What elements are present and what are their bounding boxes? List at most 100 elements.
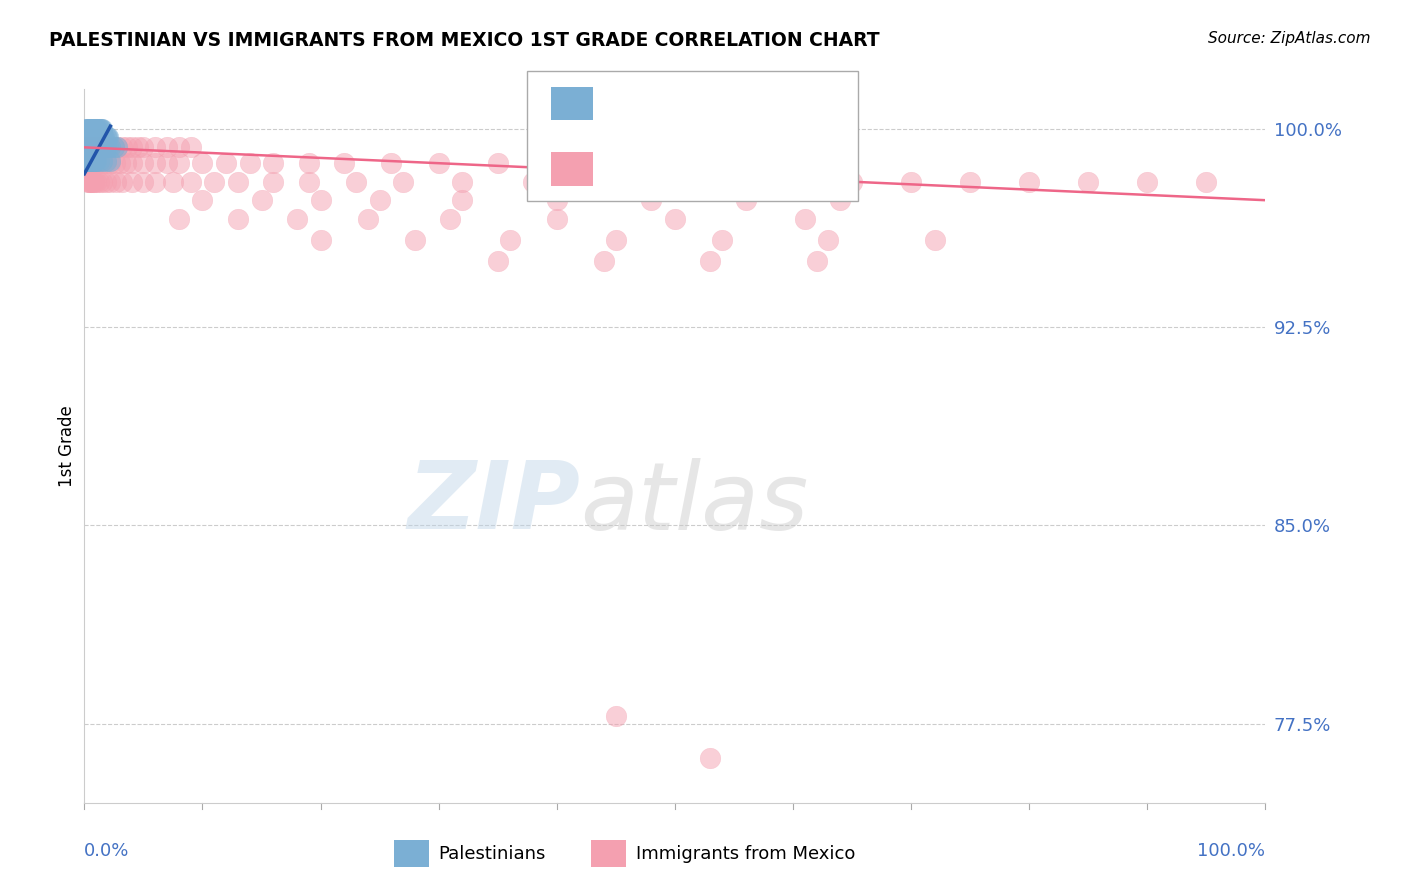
Point <box>97 140 120 154</box>
Point <box>77 121 100 136</box>
Point <box>87 156 110 170</box>
Point <box>127 140 149 154</box>
Point <box>98 156 121 170</box>
Point <box>91 175 114 189</box>
Point <box>103 140 125 154</box>
Point <box>368 193 391 207</box>
Point <box>84 140 107 154</box>
Point <box>79 175 101 189</box>
Point <box>77 175 100 189</box>
Point <box>156 140 179 154</box>
Point <box>114 156 136 170</box>
Text: 100.0%: 100.0% <box>1198 842 1265 860</box>
Text: -0.098: -0.098 <box>636 160 700 178</box>
Point <box>83 175 105 189</box>
Point <box>87 129 110 144</box>
Point <box>79 156 101 170</box>
Point <box>94 140 117 154</box>
Point <box>1077 175 1099 189</box>
Text: atlas: atlas <box>581 458 808 549</box>
Point <box>91 121 114 136</box>
Point <box>90 140 112 154</box>
Point <box>96 129 118 144</box>
Point <box>357 211 380 226</box>
Point <box>793 211 815 226</box>
Point <box>298 175 321 189</box>
Point <box>427 156 450 170</box>
Point <box>333 156 356 170</box>
Point <box>77 153 100 168</box>
Point <box>404 233 426 247</box>
Point <box>486 156 509 170</box>
Text: 67: 67 <box>737 95 762 112</box>
Point <box>84 140 107 154</box>
Point <box>959 175 981 189</box>
Point <box>79 121 101 136</box>
Point <box>167 156 190 170</box>
Point <box>90 140 112 154</box>
Point <box>77 156 100 170</box>
Point <box>664 211 686 226</box>
Text: ZIP: ZIP <box>408 457 581 549</box>
Point <box>84 129 107 144</box>
Point <box>107 140 129 154</box>
Point <box>162 175 184 189</box>
Point <box>98 140 121 154</box>
Point <box>79 140 101 154</box>
Text: 0.446: 0.446 <box>636 95 692 112</box>
Text: N=: N= <box>709 160 742 178</box>
Point <box>84 140 107 154</box>
Point <box>380 156 402 170</box>
Point <box>77 140 100 154</box>
Point <box>262 156 284 170</box>
Point <box>84 121 107 136</box>
Point <box>108 156 131 170</box>
Point <box>156 156 179 170</box>
Point <box>93 129 115 144</box>
Point <box>83 140 105 154</box>
Text: Immigrants from Mexico: Immigrants from Mexico <box>636 845 855 863</box>
Point <box>226 211 249 226</box>
Point <box>83 153 105 168</box>
Point <box>593 254 616 268</box>
Point <box>76 140 98 154</box>
Point <box>89 121 111 136</box>
Point <box>167 140 190 154</box>
Point <box>104 156 127 170</box>
Point <box>640 193 662 207</box>
Point <box>75 121 97 136</box>
Point <box>309 193 332 207</box>
Point <box>76 153 98 168</box>
Point <box>202 175 225 189</box>
Point <box>98 140 121 154</box>
Point <box>82 156 104 170</box>
Point <box>105 175 128 189</box>
Point <box>262 175 284 189</box>
Point <box>84 156 107 170</box>
Point <box>817 233 839 247</box>
Point <box>699 751 721 765</box>
Point <box>76 156 98 170</box>
Point <box>80 140 103 154</box>
Point <box>77 121 100 136</box>
Point <box>758 175 780 189</box>
Point <box>83 129 105 144</box>
Point <box>111 175 134 189</box>
Point <box>121 156 143 170</box>
Point <box>143 140 166 154</box>
Point <box>522 175 544 189</box>
Point <box>77 140 100 154</box>
Point <box>91 140 114 154</box>
Point <box>76 129 98 144</box>
Point <box>451 175 474 189</box>
Point <box>215 156 238 170</box>
Point <box>111 140 134 154</box>
Point <box>87 175 110 189</box>
Point <box>841 175 863 189</box>
Point <box>77 129 100 144</box>
Point <box>605 233 627 247</box>
Point <box>298 156 321 170</box>
Point <box>80 175 103 189</box>
Text: Palestinians: Palestinians <box>439 845 546 863</box>
Point <box>94 140 117 154</box>
